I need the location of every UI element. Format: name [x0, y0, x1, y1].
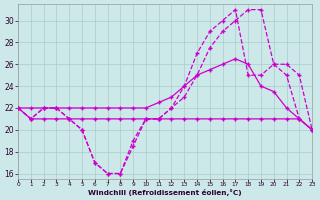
X-axis label: Windchill (Refroidissement éolien,°C): Windchill (Refroidissement éolien,°C) — [88, 189, 242, 196]
